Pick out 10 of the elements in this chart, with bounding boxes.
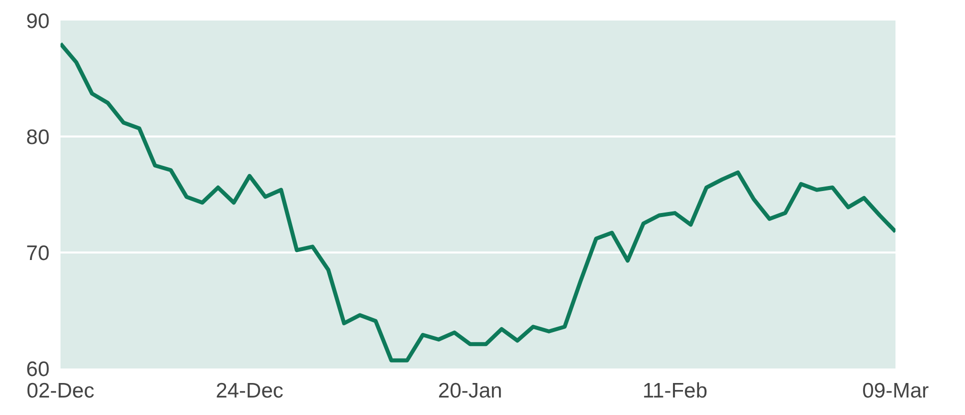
- x-tick-label: 20-Jan: [438, 380, 502, 402]
- x-tick-label: 02-Dec: [26, 380, 94, 402]
- y-tick-label: 90: [26, 10, 50, 33]
- x-tick-label: 09-Mar: [862, 380, 929, 402]
- y-tick-label: 60: [26, 358, 50, 381]
- y-tick-label: 70: [26, 242, 50, 265]
- x-tick-label: 24-Dec: [216, 380, 284, 402]
- y-tick-label: 80: [26, 126, 50, 149]
- x-tick-label: 11-Feb: [642, 380, 708, 402]
- line-series: [60, 42, 896, 362]
